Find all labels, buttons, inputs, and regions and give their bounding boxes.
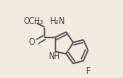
Text: OCH₃: OCH₃ (24, 17, 44, 26)
Circle shape (31, 19, 36, 24)
Text: NH: NH (49, 52, 60, 61)
Text: H₂N: H₂N (49, 17, 65, 26)
Text: F: F (85, 67, 91, 76)
Circle shape (62, 19, 68, 24)
Circle shape (52, 54, 57, 59)
Text: O: O (29, 38, 35, 47)
Circle shape (85, 69, 91, 74)
Circle shape (33, 40, 38, 45)
